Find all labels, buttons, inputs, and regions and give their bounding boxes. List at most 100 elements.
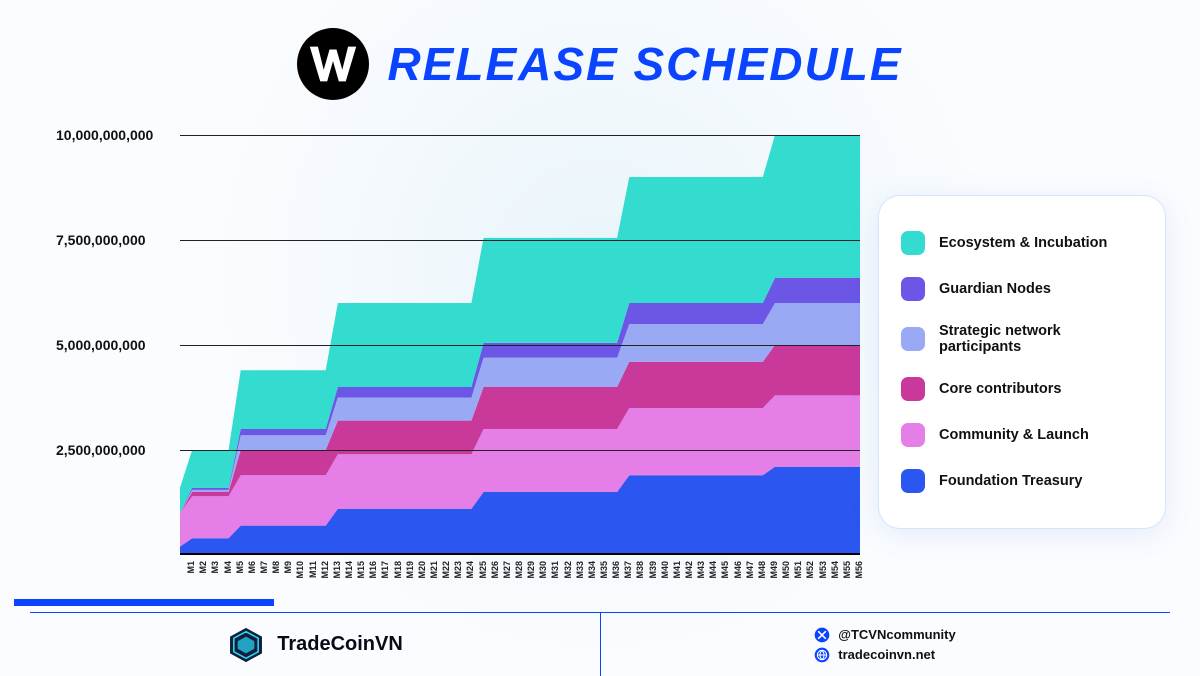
chart-x-tick-label: M56	[854, 561, 864, 579]
legend-item-ecosystem: Ecosystem & Incubation	[901, 220, 1143, 266]
chart-x-tick-label: M35	[599, 561, 609, 579]
legend-label: Core contributors	[939, 381, 1061, 397]
legend-item-foundation: Foundation Treasury	[901, 458, 1143, 504]
social-x[interactable]: @TCVNcommunity	[814, 627, 955, 643]
page-title: RELEASE SCHEDULE	[387, 37, 902, 91]
chart-x-tick-label: M48	[757, 561, 767, 579]
brand-w-logo	[297, 28, 369, 100]
chart-x-tick-label: M51	[793, 561, 803, 579]
chart-x-tick-label: M8	[271, 561, 281, 574]
chart-x-tick-label: M31	[550, 561, 560, 579]
chart-x-tick-label: M55	[842, 561, 852, 579]
legend-item-core: Core contributors	[901, 366, 1143, 412]
legend-swatch-icon	[901, 423, 925, 447]
chart-x-tick-label: M4	[223, 561, 233, 574]
chart-x-tick-label: M26	[490, 561, 500, 579]
legend-item-community: Community & Launch	[901, 412, 1143, 458]
chart-x-tick-label: M9	[283, 561, 293, 574]
chart-x-tick-label: M37	[623, 561, 633, 579]
chart-x-tick-label: M16	[368, 561, 378, 579]
chart-x-tick-label: M1	[186, 561, 196, 574]
chart-x-tick-label: M14	[344, 561, 354, 579]
chart-x-tick-label: M30	[538, 561, 548, 579]
chart-gridline	[180, 450, 860, 451]
chart-x-tick-label: M39	[648, 561, 658, 579]
chart-x-tick-label: M40	[660, 561, 670, 579]
chart-gridline	[180, 345, 860, 346]
chart-x-tick-label: M41	[672, 561, 682, 579]
chart-x-tick-label: M5	[235, 561, 245, 574]
chart-x-labels: M1M2M3M4M5M6M7M8M9M10M11M12M13M14M15M16M…	[180, 555, 860, 603]
legend-swatch-icon	[901, 277, 925, 301]
chart-x-tick-label: M38	[635, 561, 645, 579]
chart-y-tick-label: 5,000,000,000	[56, 337, 146, 353]
social-text: @TCVNcommunity	[838, 627, 955, 642]
header: RELEASE SCHEDULE	[0, 28, 1200, 100]
x-icon	[814, 627, 830, 643]
chart-x-tick-label: M29	[526, 561, 536, 579]
chart-x-tick-label: M52	[805, 561, 815, 579]
footer-divider	[600, 612, 601, 676]
chart-x-tick-label: M44	[708, 561, 718, 579]
chart-x-tick-label: M17	[380, 561, 390, 579]
footer: TradeCoinVN @TCVNcommunity tradecoinvn.ne…	[30, 612, 1170, 676]
chart-x-tick-label: M27	[502, 561, 512, 579]
footer-brand: TradeCoinVN	[30, 626, 600, 664]
chart-x-tick-label: M20	[417, 561, 427, 579]
chart-x-tick-label: M53	[818, 561, 828, 579]
chart-x-tick-label: M28	[514, 561, 524, 579]
chart-x-tick-label: M24	[465, 561, 475, 579]
social-text: tradecoinvn.net	[838, 647, 935, 662]
legend-label: Strategic network participants	[939, 323, 1143, 355]
chart-x-tick-label: M11	[308, 561, 318, 578]
chart-x-tick-label: M6	[247, 561, 257, 574]
chart-y-tick-label: 2,500,000,000	[56, 442, 146, 458]
chart-x-tick-label: M25	[478, 561, 488, 579]
legend-label: Guardian Nodes	[939, 281, 1051, 297]
chart-x-tick-label: M33	[575, 561, 585, 579]
social-globe[interactable]: tradecoinvn.net	[814, 647, 955, 663]
legend-item-strategic: Strategic network participants	[901, 312, 1143, 366]
globe-icon	[814, 647, 830, 663]
chart-y-tick-label: 7,500,000,000	[56, 232, 146, 248]
chart-x-tick-label: M42	[684, 561, 694, 579]
legend-label: Ecosystem & Incubation	[939, 235, 1107, 251]
chart-x-tick-label: M46	[733, 561, 743, 579]
chart-x-tick-label: M45	[720, 561, 730, 579]
chart-x-tick-label: M23	[453, 561, 463, 579]
chart-x-tick-label: M7	[259, 561, 269, 574]
legend-item-guardian: Guardian Nodes	[901, 266, 1143, 312]
footer-brand-text: TradeCoinVN	[277, 633, 403, 656]
chart-x-tick-label: M3	[210, 561, 220, 574]
tradecoinvn-logo-icon	[227, 626, 265, 664]
chart-gridline	[180, 240, 860, 241]
chart-x-tick-label: M13	[332, 561, 342, 579]
release-schedule-chart: 2,500,000,0005,000,000,0007,500,000,0001…	[60, 135, 860, 555]
chart-x-tick-label: M50	[781, 561, 791, 579]
chart-x-tick-label: M34	[587, 561, 597, 579]
chart-y-tick-label: 10,000,000,000	[56, 127, 153, 143]
chart-x-tick-label: M47	[745, 561, 755, 579]
legend-label: Community & Launch	[939, 427, 1089, 443]
chart-legend: Ecosystem & Incubation Guardian Nodes Stra…	[878, 195, 1166, 529]
legend-swatch-icon	[901, 469, 925, 493]
chart-x-tick-label: M10	[295, 561, 305, 579]
legend-swatch-icon	[901, 231, 925, 255]
chart-x-tick-label: M18	[393, 561, 403, 579]
chart-x-tick-label: M15	[356, 561, 366, 579]
chart-x-tick-label: M54	[830, 561, 840, 579]
chart-x-tick-label: M12	[320, 561, 330, 579]
footer-socials: @TCVNcommunity tradecoinvn.net	[600, 627, 1170, 663]
chart-x-tick-label: M22	[441, 561, 451, 579]
chart-x-tick-label: M43	[696, 561, 706, 579]
chart-x-tick-label: M19	[405, 561, 415, 579]
chart-x-tick-label: M36	[611, 561, 621, 579]
chart-x-tick-label: M21	[429, 561, 439, 579]
legend-swatch-icon	[901, 377, 925, 401]
chart-x-tick-label: M2	[198, 561, 208, 574]
chart-x-tick-label: M49	[769, 561, 779, 579]
chart-x-tick-label: M32	[563, 561, 573, 579]
legend-swatch-icon	[901, 327, 925, 351]
legend-label: Foundation Treasury	[939, 473, 1082, 489]
chart-gridline	[180, 135, 860, 136]
